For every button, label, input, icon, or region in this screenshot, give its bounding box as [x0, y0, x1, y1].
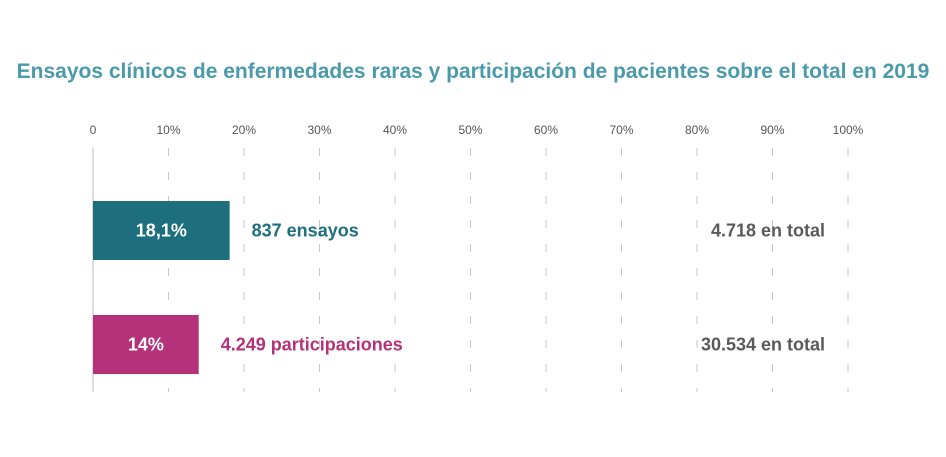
gridlines	[92, 148, 849, 392]
x-tick-label: 0	[90, 123, 97, 137]
bar	[93, 201, 230, 260]
bar-count-label: 837 ensayos	[252, 221, 359, 241]
x-tick-label: 30%	[307, 123, 331, 137]
x-tick-label: 20%	[232, 123, 256, 137]
bar-total-label: 4.718 en total	[711, 221, 825, 241]
bar	[93, 315, 199, 374]
x-tick-label: 100%	[833, 123, 864, 137]
x-tick-label: 90%	[760, 123, 784, 137]
x-tick-label: 60%	[534, 123, 558, 137]
bar-total-label: 30.534 en total	[701, 335, 825, 355]
bars: 18,1% 837 ensayos 4.718 en total 14% 4.249 p…	[93, 201, 825, 374]
x-axis-ticks: 0 10% 20% 30% 40% 50% 60% 70% 80% 90% 100%	[90, 123, 864, 137]
bar-value-label: 14%	[128, 335, 164, 355]
x-tick-label: 10%	[156, 123, 180, 137]
x-tick-label: 40%	[383, 123, 407, 137]
bar-value-label: 18,1%	[136, 221, 187, 241]
bar-count-label: 4.249 participaciones	[221, 335, 403, 355]
x-tick-label: 70%	[609, 123, 633, 137]
x-tick-label: 50%	[458, 123, 482, 137]
chart-title: Ensayos clínicos de enfermedades raras y…	[17, 60, 930, 83]
x-tick-label: 80%	[685, 123, 709, 137]
